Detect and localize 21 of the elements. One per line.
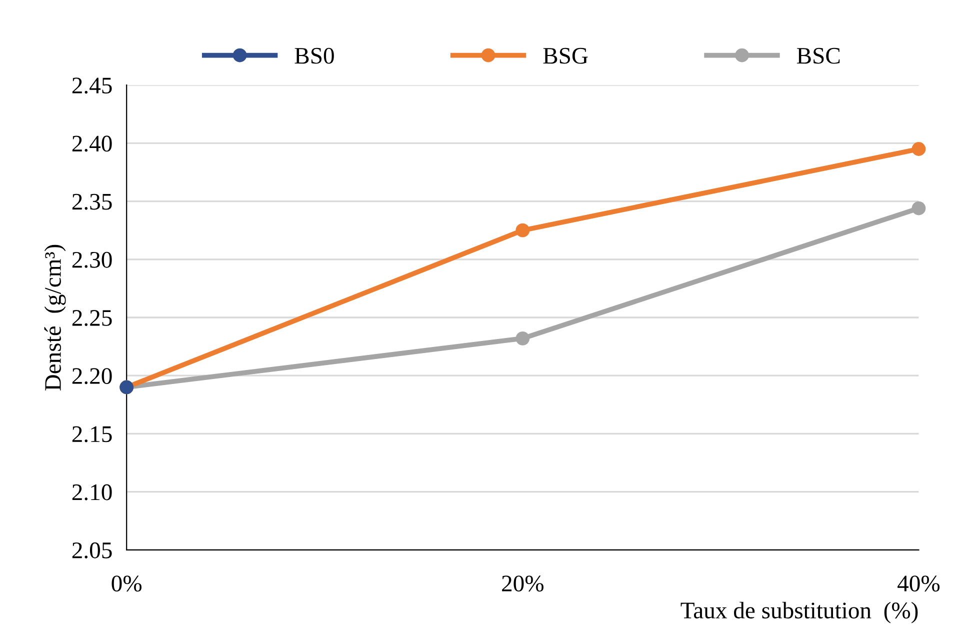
y-tick-label: 2.10: [72, 484, 112, 500]
y-tick-label: 2.25: [72, 310, 112, 326]
x-tick-label: 20%: [502, 576, 544, 592]
point: [912, 142, 926, 156]
y-tick-label: 2.35: [72, 194, 112, 210]
point: [912, 201, 926, 216]
point: [516, 223, 530, 238]
y-tick-label: 2.15: [72, 426, 112, 442]
x-tick-label: 40%: [898, 576, 940, 592]
y-tick-label: 2.20: [72, 368, 112, 384]
legend-label: BSG: [543, 48, 588, 64]
x-axis-title: Taux de substitution (%): [680, 602, 918, 624]
legend-label: BSC: [796, 48, 840, 64]
y-tick-label: 2.30: [72, 252, 112, 268]
x-tick-label: 0%: [112, 576, 142, 592]
y-tick-label: 2.45: [72, 78, 112, 94]
y-axis-title: Densté (g/cm³): [44, 244, 66, 391]
y-tick-label: 2.05: [72, 542, 112, 558]
point: [516, 331, 530, 346]
legend-label: BS0: [294, 48, 334, 64]
y-tick-label: 2.40: [72, 136, 112, 152]
